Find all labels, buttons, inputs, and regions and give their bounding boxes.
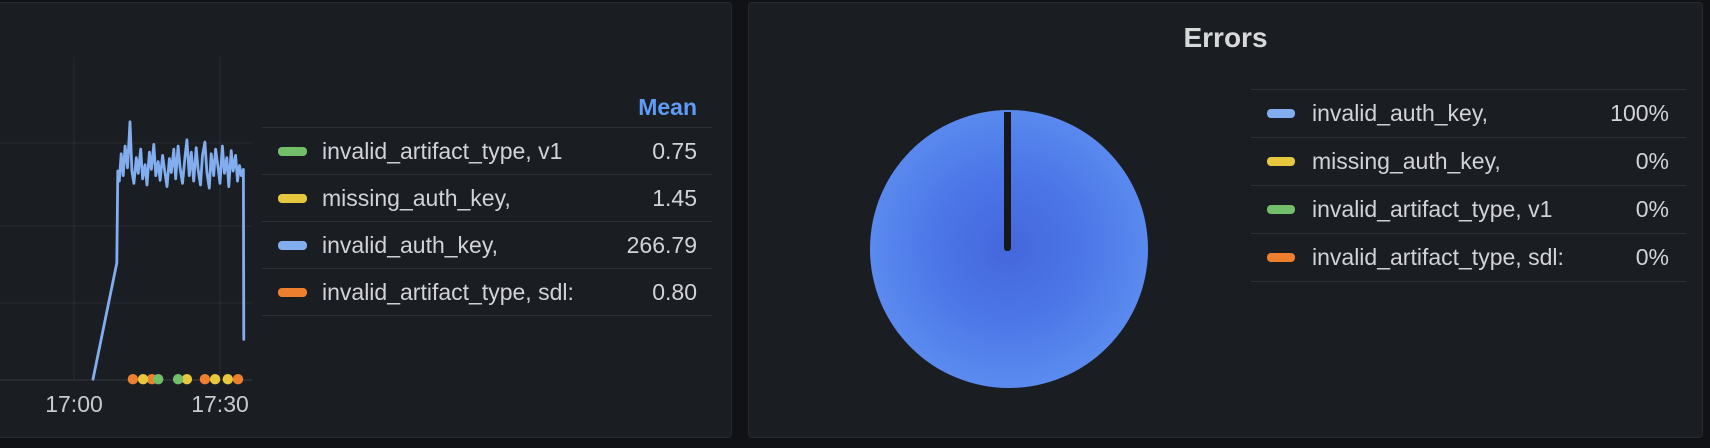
legend-row[interactable]: invalid_auth_key, 266.79 [262, 221, 712, 268]
series-point [153, 374, 164, 385]
legend-percent-value: 100% [1610, 100, 1669, 126]
legend-series-label[interactable]: missing_auth_key, [322, 184, 511, 211]
series-line [91, 120, 246, 381]
series-color-swatch[interactable] [1267, 109, 1295, 118]
series-point [137, 374, 149, 385]
legend-column-header-mean[interactable]: Mean [638, 93, 697, 120]
legend-row[interactable]: invalid_artifact_type, sdl: 0% [1251, 233, 1686, 281]
timeseries-panel: 17:00 17:30 Mean invalid_artifact_type, … [0, 2, 732, 438]
legend-percent-value: 0% [1635, 244, 1669, 270]
series-point [127, 374, 139, 385]
legend-mean-value: 266.79 [626, 231, 697, 258]
series-color-swatch[interactable] [1267, 205, 1295, 214]
legend-row[interactable]: invalid_artifact_type, sdl: 0.80 [262, 268, 712, 315]
legend-series-label[interactable]: invalid_artifact_type, v1 [322, 137, 563, 164]
series-color-swatch[interactable] [278, 146, 307, 156]
series-point [222, 374, 233, 385]
legend-row[interactable]: missing_auth_key, 1.45 [262, 174, 712, 221]
legend-percent-value: 0% [1635, 148, 1669, 174]
x-axis-tick-label: 17:30 [191, 391, 249, 417]
series-point [209, 374, 221, 385]
pie-legend-table: invalid_auth_key, 100% missing_auth_key,… [1251, 89, 1686, 282]
errors-pie-panel: Errors invalid_auth_key, 100% missing_au… [748, 2, 1703, 438]
legend-series-label[interactable]: invalid_artifact_type, sdl: [322, 278, 574, 305]
legend-mean-value: 0.80 [652, 278, 697, 305]
legend-row[interactable]: invalid_artifact_type, v1 0% [1251, 185, 1686, 233]
series-color-swatch[interactable] [1267, 157, 1295, 166]
legend-series-label[interactable]: missing_auth_key, [1312, 148, 1501, 174]
legend-series-label[interactable]: invalid_auth_key, [1312, 100, 1489, 126]
legend-percent-value: 0% [1635, 196, 1669, 222]
x-axis-tick-label: 17:00 [45, 391, 103, 417]
timeseries-legend-table: Mean invalid_artifact_type, v1 0.75 miss… [262, 87, 712, 316]
legend-mean-value: 1.45 [652, 184, 697, 211]
gridlines [0, 57, 252, 381]
series-point [199, 374, 211, 385]
legend-mean-value: 0.75 [652, 137, 697, 164]
series-color-swatch[interactable] [278, 240, 307, 250]
legend-row[interactable]: missing_auth_key, 0% [1251, 137, 1686, 185]
legend-row[interactable]: invalid_auth_key, 100% [1251, 89, 1686, 137]
panel-title[interactable]: Errors [1183, 22, 1268, 53]
series-group [91, 120, 246, 385]
series-point [172, 374, 184, 385]
series-point [232, 374, 244, 385]
series-color-swatch[interactable] [278, 193, 307, 203]
legend-series-label[interactable]: invalid_artifact_type, sdl: [1312, 244, 1564, 270]
pie-zero-slice-divider [1004, 112, 1011, 251]
legend-series-label[interactable]: invalid_auth_key, [322, 231, 499, 258]
timeseries-plot-area[interactable] [0, 3, 732, 440]
series-point [181, 374, 193, 385]
series-color-swatch[interactable] [278, 287, 307, 297]
legend-series-label[interactable]: invalid_artifact_type, v1 [1312, 196, 1553, 222]
legend-row[interactable]: invalid_artifact_type, v1 0.75 [262, 127, 712, 174]
series-color-swatch[interactable] [1267, 253, 1295, 262]
